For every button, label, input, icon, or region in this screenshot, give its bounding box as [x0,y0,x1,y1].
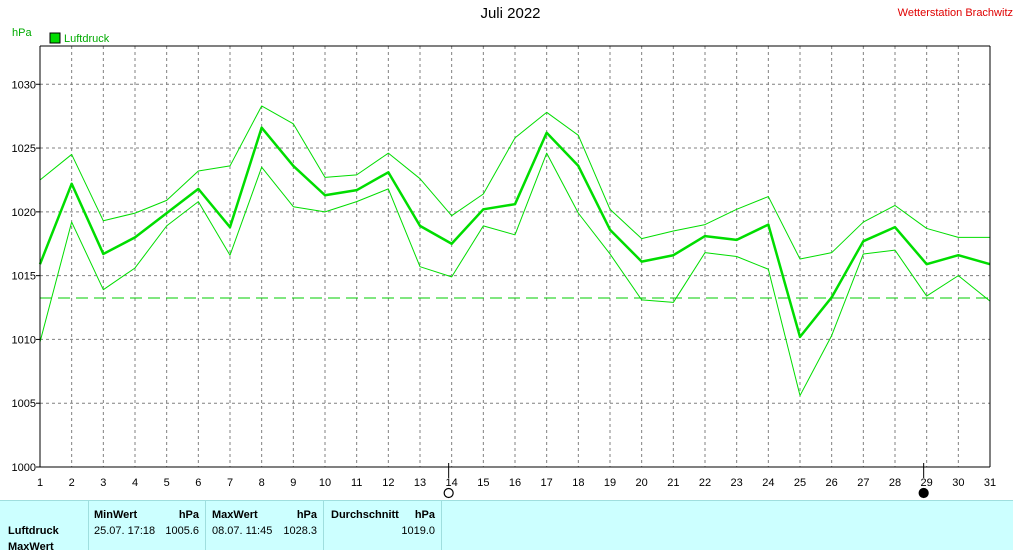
stats-row-label: Luftdruck [8,525,59,537]
pressure-chart: 1 2 3 4 5 6 7 8 9 10 11 12 13 14 15 16 17 18 19 20 21 22 23 24 2… [12,27,996,499]
x-tick-label: 9 [290,477,296,489]
x-tick-label: 24 [762,477,774,489]
x-tick-label: 12 [382,477,394,489]
max-header: MaxWert [212,509,258,521]
x-tick-label: 23 [731,477,743,489]
x-tick-label: 17 [541,477,553,489]
legend-label: Luftdruck [64,33,110,45]
x-tick-label: 29 [921,477,933,489]
y-tick-label: 1010 [12,334,36,346]
new-moon-icon [918,487,929,499]
x-tick-label: 4 [132,477,138,489]
x-tick-label: 31 [984,477,996,489]
x-tick-label: 25 [794,477,806,489]
x-tick-label: 3 [100,477,106,489]
avg-value: 1019.0 [401,525,435,537]
x-tick-label: 6 [195,477,201,489]
min-time: 25.07. 17:18 [94,525,156,537]
min-unit: hPa [178,509,199,521]
y-tick-label: 1020 [12,207,36,219]
legend-swatch [49,32,61,44]
min-value: 1005.6 [165,525,199,537]
x-tick-label: 1 [37,477,43,489]
station-name: Wetterstation Brachwitz [897,7,1013,19]
x-tick-label: 2 [69,477,75,489]
x-tick-label: 15 [477,477,489,489]
y-tick-label: 1005 [12,398,36,410]
series-line-max [39,105,990,260]
x-tick-label: 26 [826,477,838,489]
x-tick-label: 11 [351,477,362,489]
avg-header: Durchschnitt [331,509,399,521]
max-time: 08.07. 11:45 [212,525,273,537]
x-tick-label: 30 [952,477,964,489]
stats-row-label-2: MaxWert [8,541,54,553]
x-tick-label: 18 [572,477,584,489]
stats-avg-col: Durchschnitt hPa 1019.0 [324,501,442,550]
y-axis-unit: hPa [12,27,32,39]
stats-panel: Luftdruck MaxWert MinWert hPa 25.07. 17:… [0,500,1013,553]
stats-min-col: MinWert hPa 25.07. 17:18 1005.6 [88,501,206,550]
x-tick-label: 21 [667,477,679,489]
x-tick-label: 7 [227,477,233,489]
stats-max-col: MaxWert hPa 08.07. 11:45 1028.3 [206,501,324,550]
x-tick-label: 5 [164,477,170,489]
full-moon-icon [443,487,454,499]
avg-unit: hPa [414,509,435,521]
x-tick-label: 22 [699,477,711,489]
x-tick-label: 20 [636,477,648,489]
x-tick-label: 10 [319,477,331,489]
y-tick-label: 1015 [12,271,36,283]
x-tick-label: 8 [259,477,265,489]
min-header: MinWert [94,509,138,521]
series-line-min [39,152,991,397]
x-tick-label: 19 [604,477,616,489]
series-line-mean [38,126,991,339]
x-tick-label: 28 [889,477,901,489]
max-unit: hPa [296,509,317,521]
max-value: 1028.3 [283,525,317,537]
x-tick-label: 16 [509,477,521,489]
y-tick-label: 1030 [12,79,36,91]
x-tick-label: 14 [446,477,458,489]
chart-title: Juli 2022 [480,5,541,22]
x-tick-label: 27 [857,477,869,489]
stats-label-col: Luftdruck MaxWert [0,501,89,553]
y-tick-label: 1025 [12,143,36,155]
x-tick-label: 13 [414,477,426,489]
y-tick-label: 1000 [12,462,36,474]
